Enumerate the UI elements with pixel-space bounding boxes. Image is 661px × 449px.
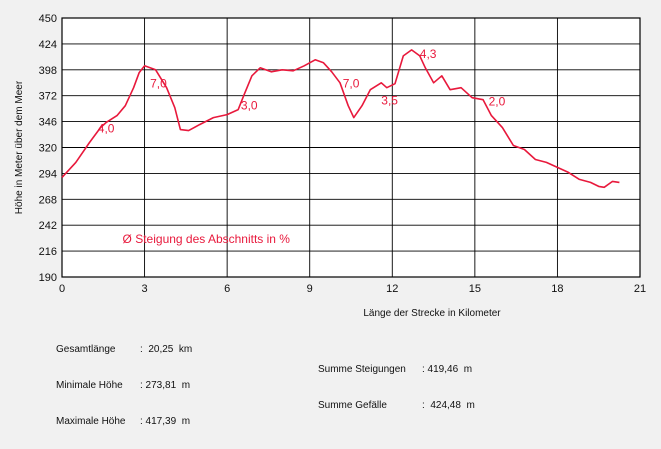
stat-total-length: Gesamtlänge : 20,25 km bbox=[56, 344, 192, 355]
stat-total-ascent: Summe Steigungen : 419,46 m bbox=[318, 364, 475, 375]
stat-total-descent: Summe Gefälle : 424,48 m bbox=[318, 400, 475, 411]
chart-svg: 190 216 242 268 294 320 346 372 398 424 450 0 3 6 9 12 1… bbox=[14, 13, 646, 319]
gradient-annotation: Ø Steigung des Abschnitts in % bbox=[123, 232, 291, 246]
stat-label: Minimale Höhe bbox=[56, 380, 123, 391]
y-tick-label: 242 bbox=[39, 220, 57, 232]
y-tick-label: 450 bbox=[39, 13, 57, 25]
y-tick-label: 190 bbox=[39, 272, 57, 284]
x-tick-label: 12 bbox=[386, 283, 398, 295]
y-tick-label: 268 bbox=[39, 194, 57, 206]
gradient-annotation: 7,0 bbox=[150, 77, 167, 91]
x-tick-label: 0 bbox=[59, 283, 65, 295]
elevation-profile-chart: 190 216 242 268 294 320 346 372 398 424 450 0 3 6 9 12 1… bbox=[14, 13, 646, 427]
x-tick-label: 9 bbox=[307, 283, 313, 295]
y-tick-label: 424 bbox=[39, 39, 57, 51]
stats-right: Summe Steigungen : 419,46 m Summe Gefälle… bbox=[318, 342, 475, 433]
stats-left: Gesamtlänge : 20,25 km Minimale Höhe : 273… bbox=[56, 322, 192, 449]
y-tick-label: 294 bbox=[39, 168, 57, 180]
elevation-line bbox=[61, 49, 620, 189]
x-tick-label: 6 bbox=[224, 283, 230, 295]
stat-value: : 417,39 m bbox=[140, 416, 191, 427]
stat-value: : 273,81 m bbox=[140, 380, 191, 391]
gradient-annotation: 3,0 bbox=[241, 99, 258, 113]
y-axis-label: Höhe in Meter über dem Meer bbox=[14, 80, 25, 214]
y-tick-label: 398 bbox=[39, 65, 57, 77]
stat-min-elevation: Minimale Höhe : 273,81 m bbox=[56, 380, 192, 391]
x-axis-label: Länge der Strecke in Kilometer bbox=[363, 308, 501, 319]
y-tick-label: 320 bbox=[39, 143, 57, 155]
x-tick-label: 18 bbox=[551, 283, 563, 295]
x-tick-label: 3 bbox=[142, 283, 148, 295]
gradient-annotation: 3,5 bbox=[381, 94, 398, 108]
gradient-annotation: 4,3 bbox=[420, 47, 437, 61]
gradient-annotation: 2,0 bbox=[489, 95, 506, 109]
stat-value: : 20,25 km bbox=[140, 344, 193, 355]
y-tick-label: 372 bbox=[39, 91, 57, 103]
stat-label: Summe Gefälle bbox=[318, 400, 387, 411]
stat-label: Gesamtlänge bbox=[56, 344, 116, 355]
stat-value: : 419,46 m bbox=[422, 364, 473, 375]
gradient-annotation: 7,0 bbox=[343, 77, 360, 91]
x-tick-label: 15 bbox=[469, 283, 481, 295]
stat-label: Summe Steigungen bbox=[318, 364, 406, 375]
y-tick-label: 216 bbox=[39, 246, 57, 258]
x-tick-label: 21 bbox=[634, 283, 646, 295]
y-tick-label: 346 bbox=[39, 117, 57, 129]
gradient-annotation: 4,0 bbox=[98, 122, 115, 136]
stat-max-elevation: Maximale Höhe : 417,39 m bbox=[56, 416, 192, 427]
stat-label: Maximale Höhe bbox=[56, 416, 126, 427]
stat-value: : 424,48 m bbox=[422, 400, 475, 411]
